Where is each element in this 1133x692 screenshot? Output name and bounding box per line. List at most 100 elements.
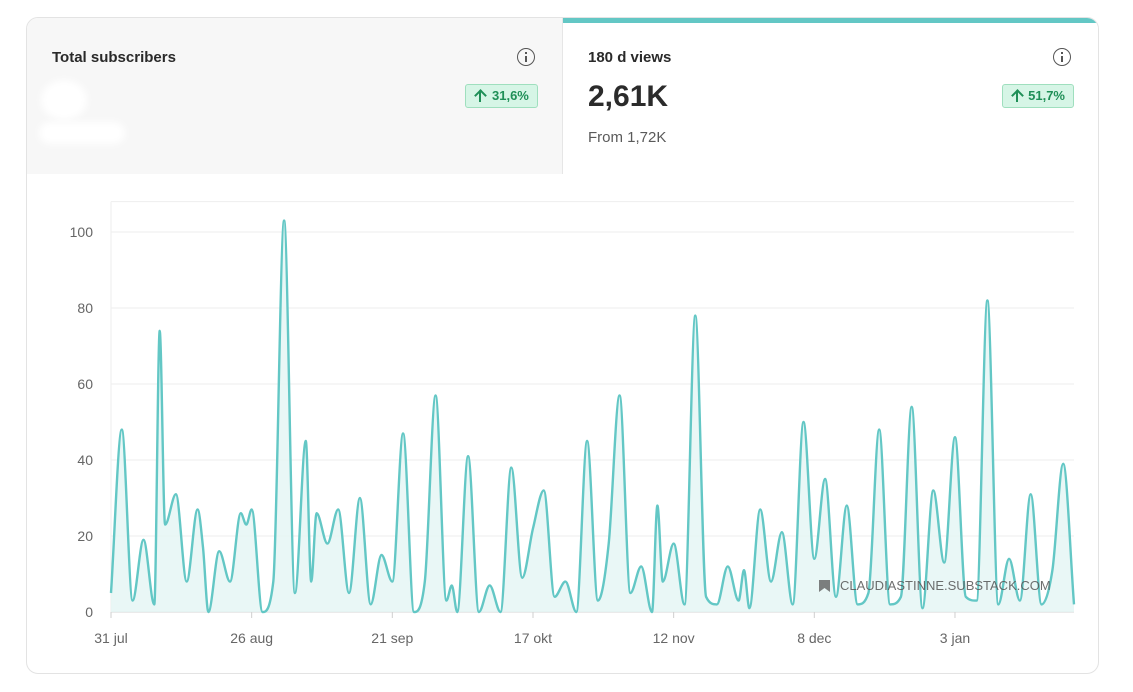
data-point[interactable] bbox=[724, 562, 732, 570]
data-point[interactable] bbox=[150, 600, 158, 608]
data-point[interactable] bbox=[259, 608, 267, 616]
data-point[interactable] bbox=[821, 475, 829, 483]
data-point[interactable] bbox=[800, 418, 808, 426]
data-point[interactable] bbox=[854, 600, 862, 608]
data-point[interactable] bbox=[745, 604, 753, 612]
data-point[interactable] bbox=[432, 391, 440, 399]
info-icon[interactable] bbox=[1053, 48, 1071, 66]
data-point[interactable] bbox=[345, 589, 353, 597]
data-point[interactable] bbox=[756, 505, 764, 513]
data-point[interactable] bbox=[551, 593, 559, 601]
data-point[interactable] bbox=[486, 581, 494, 589]
data-point[interactable] bbox=[156, 327, 164, 335]
data-point[interactable] bbox=[226, 578, 234, 586]
data-point[interactable] bbox=[789, 600, 797, 608]
data-point[interactable] bbox=[670, 540, 678, 548]
data-point[interactable] bbox=[1038, 600, 1046, 608]
data-point[interactable] bbox=[475, 608, 483, 616]
data-point[interactable] bbox=[561, 578, 569, 586]
data-point[interactable] bbox=[583, 437, 591, 445]
data-point[interactable] bbox=[648, 608, 656, 616]
data-point[interactable] bbox=[1048, 566, 1056, 574]
data-point[interactable] bbox=[464, 452, 472, 460]
data-point[interactable] bbox=[529, 524, 537, 532]
data-point[interactable] bbox=[626, 589, 634, 597]
data-point[interactable] bbox=[951, 433, 959, 441]
data-point[interactable] bbox=[399, 429, 407, 437]
data-point[interactable] bbox=[302, 437, 310, 445]
data-point[interactable] bbox=[735, 597, 743, 605]
data-point[interactable] bbox=[994, 600, 1002, 608]
data-point[interactable] bbox=[572, 608, 580, 616]
data-point[interactable] bbox=[421, 578, 429, 586]
info-icon[interactable] bbox=[517, 48, 535, 66]
data-point[interactable] bbox=[199, 543, 207, 551]
data-point[interactable] bbox=[388, 578, 396, 586]
data-point[interactable] bbox=[1059, 460, 1067, 468]
data-point[interactable] bbox=[616, 391, 624, 399]
data-point[interactable] bbox=[594, 597, 602, 605]
data-point[interactable] bbox=[183, 578, 191, 586]
data-point[interactable] bbox=[410, 608, 418, 616]
data-point[interactable] bbox=[832, 593, 840, 601]
data-point[interactable] bbox=[540, 486, 548, 494]
data-point[interactable] bbox=[659, 578, 667, 586]
data-point[interactable] bbox=[897, 593, 905, 601]
data-point[interactable] bbox=[875, 426, 883, 434]
data-point[interactable] bbox=[1016, 597, 1024, 605]
data-point[interactable] bbox=[691, 312, 699, 320]
data-point[interactable] bbox=[307, 578, 315, 586]
data-point[interactable] bbox=[518, 574, 526, 582]
data-point[interactable] bbox=[242, 521, 250, 529]
data-point[interactable] bbox=[637, 562, 645, 570]
data-point[interactable] bbox=[1070, 600, 1078, 608]
data-point[interactable] bbox=[713, 600, 721, 608]
data-point[interactable] bbox=[378, 551, 386, 559]
data-point[interactable] bbox=[653, 502, 661, 510]
data-point[interactable] bbox=[334, 505, 342, 513]
data-point[interactable] bbox=[194, 505, 202, 513]
data-point[interactable] bbox=[237, 509, 245, 517]
data-point[interactable] bbox=[280, 217, 288, 225]
data-point[interactable] bbox=[605, 540, 613, 548]
data-point[interactable] bbox=[248, 505, 256, 513]
data-point[interactable] bbox=[810, 555, 818, 563]
data-point[interactable] bbox=[767, 578, 775, 586]
data-point[interactable] bbox=[507, 464, 515, 472]
views-tile[interactable]: 180 d views 2,61K From 1,72K 51,7% bbox=[563, 18, 1098, 174]
data-point[interactable] bbox=[929, 486, 937, 494]
data-point[interactable] bbox=[778, 528, 786, 536]
data-point[interactable] bbox=[215, 547, 223, 555]
data-point[interactable] bbox=[129, 597, 137, 605]
data-point[interactable] bbox=[140, 536, 148, 544]
data-point[interactable] bbox=[204, 608, 212, 616]
data-point[interactable] bbox=[983, 296, 991, 304]
data-point[interactable] bbox=[497, 608, 505, 616]
data-point[interactable] bbox=[962, 593, 970, 601]
data-point[interactable] bbox=[702, 593, 710, 601]
data-point[interactable] bbox=[681, 600, 689, 608]
data-point[interactable] bbox=[367, 600, 375, 608]
data-point[interactable] bbox=[291, 589, 299, 597]
total-subscribers-tile[interactable]: Total subscribers 31,6% bbox=[27, 18, 563, 174]
data-point[interactable] bbox=[1027, 490, 1035, 498]
data-point[interactable] bbox=[323, 540, 331, 548]
data-point[interactable] bbox=[886, 600, 894, 608]
data-point[interactable] bbox=[919, 604, 927, 612]
data-point[interactable] bbox=[313, 509, 321, 517]
data-point[interactable] bbox=[442, 597, 450, 605]
data-point[interactable] bbox=[1005, 555, 1013, 563]
data-point[interactable] bbox=[740, 566, 748, 574]
data-point[interactable] bbox=[107, 589, 115, 597]
data-point[interactable] bbox=[172, 490, 180, 498]
data-point[interactable] bbox=[908, 403, 916, 411]
data-point[interactable] bbox=[453, 608, 461, 616]
data-point[interactable] bbox=[161, 521, 169, 529]
data-point[interactable] bbox=[118, 426, 126, 434]
data-point[interactable] bbox=[940, 559, 948, 567]
data-point[interactable] bbox=[356, 494, 364, 502]
data-point[interactable] bbox=[973, 597, 981, 605]
data-point[interactable] bbox=[269, 578, 277, 586]
data-point[interactable] bbox=[448, 581, 456, 589]
data-point[interactable] bbox=[843, 502, 851, 510]
